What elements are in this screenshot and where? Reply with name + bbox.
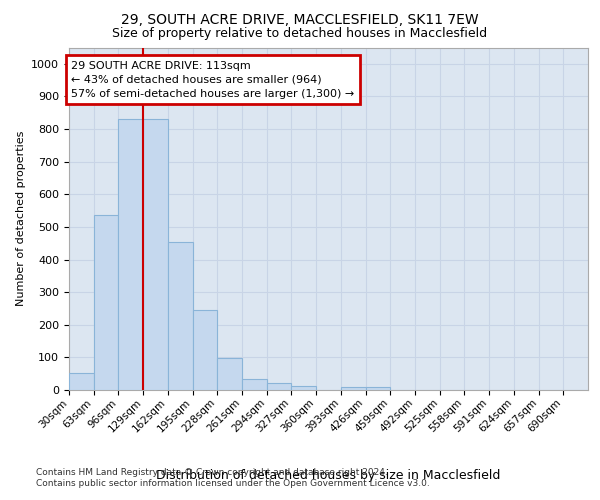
Bar: [242, 378, 267, 390]
Bar: [193, 310, 217, 390]
Y-axis label: Number of detached properties: Number of detached properties: [16, 131, 26, 306]
Bar: [69, 372, 94, 390]
Text: 29, SOUTH ACRE DRIVE, MACCLESFIELD, SK11 7EW: 29, SOUTH ACRE DRIVE, MACCLESFIELD, SK11…: [121, 12, 479, 26]
Bar: [143, 120, 168, 390]
Bar: [292, 386, 316, 390]
X-axis label: Distribution of detached houses by size in Macclesfield: Distribution of detached houses by size …: [157, 469, 500, 482]
Bar: [168, 242, 193, 390]
Bar: [267, 384, 292, 390]
Bar: [365, 386, 390, 390]
Bar: [341, 386, 365, 390]
Bar: [217, 358, 242, 390]
Text: Contains HM Land Registry data © Crown copyright and database right 2024.
Contai: Contains HM Land Registry data © Crown c…: [36, 468, 430, 487]
Text: 29 SOUTH ACRE DRIVE: 113sqm
← 43% of detached houses are smaller (964)
57% of se: 29 SOUTH ACRE DRIVE: 113sqm ← 43% of det…: [71, 60, 355, 98]
Bar: [94, 216, 118, 390]
Bar: [118, 120, 143, 390]
Text: Size of property relative to detached houses in Macclesfield: Size of property relative to detached ho…: [112, 28, 488, 40]
